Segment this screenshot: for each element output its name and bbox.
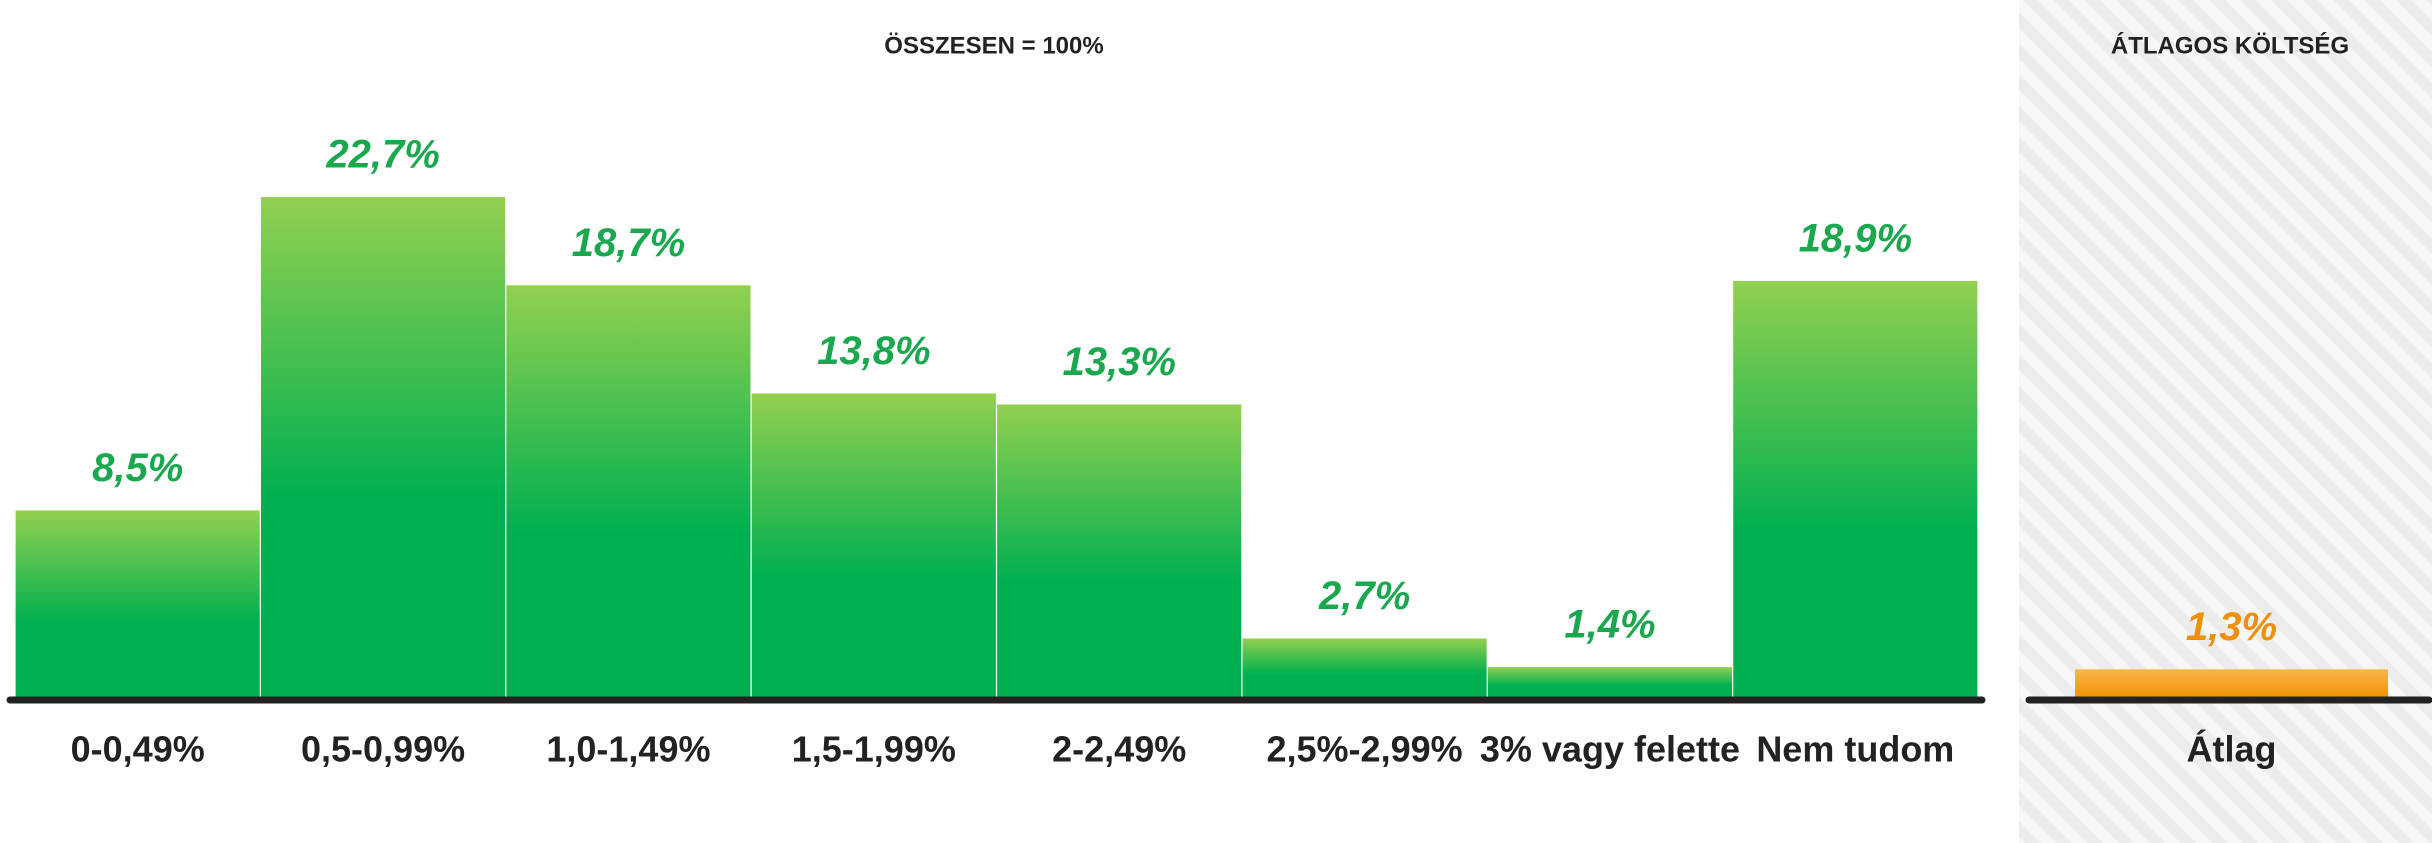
chart-title: ÖSSZESEN = 100% bbox=[884, 32, 1103, 59]
value-label: 13,3% bbox=[1062, 340, 1175, 384]
bar bbox=[751, 393, 996, 698]
x-tick-label: 2-2,49% bbox=[1052, 729, 1186, 770]
value-label: 2,7% bbox=[1318, 574, 1410, 618]
bar bbox=[997, 404, 1242, 698]
x-tick-label: Átlag bbox=[2187, 729, 2277, 770]
side-panel bbox=[2019, 0, 2432, 843]
bar bbox=[15, 510, 260, 698]
value-label: 22,7% bbox=[325, 133, 439, 177]
x-tick-label: 0-0,49% bbox=[71, 729, 205, 770]
value-label: 8,5% bbox=[92, 446, 183, 490]
x-tick-label: 1,0-1,49% bbox=[546, 729, 710, 770]
bar bbox=[260, 197, 506, 699]
value-label: 18,9% bbox=[1799, 216, 1912, 260]
value-label: 13,8% bbox=[817, 329, 930, 373]
value-label: 18,7% bbox=[572, 221, 685, 265]
x-tick-label: Nem tudom bbox=[1756, 729, 1954, 770]
x-tick-label: 3% vagy felette bbox=[1480, 729, 1740, 770]
bar bbox=[506, 285, 751, 698]
x-tick-label: 0,5-0,99% bbox=[301, 729, 465, 770]
side-title: ÁTLAGOS KÖLTSÉG bbox=[2111, 31, 2349, 59]
bar bbox=[1242, 638, 1487, 698]
value-label: 1,4% bbox=[1564, 603, 1655, 647]
bar bbox=[1487, 667, 1733, 698]
value-label: 1,3% bbox=[2186, 605, 2277, 649]
bar bbox=[2075, 669, 2388, 698]
x-tick-label: 1,5-1,99% bbox=[792, 729, 956, 770]
bar bbox=[1733, 280, 1978, 698]
x-tick-label: 2,5%-2,99% bbox=[1267, 729, 1463, 770]
